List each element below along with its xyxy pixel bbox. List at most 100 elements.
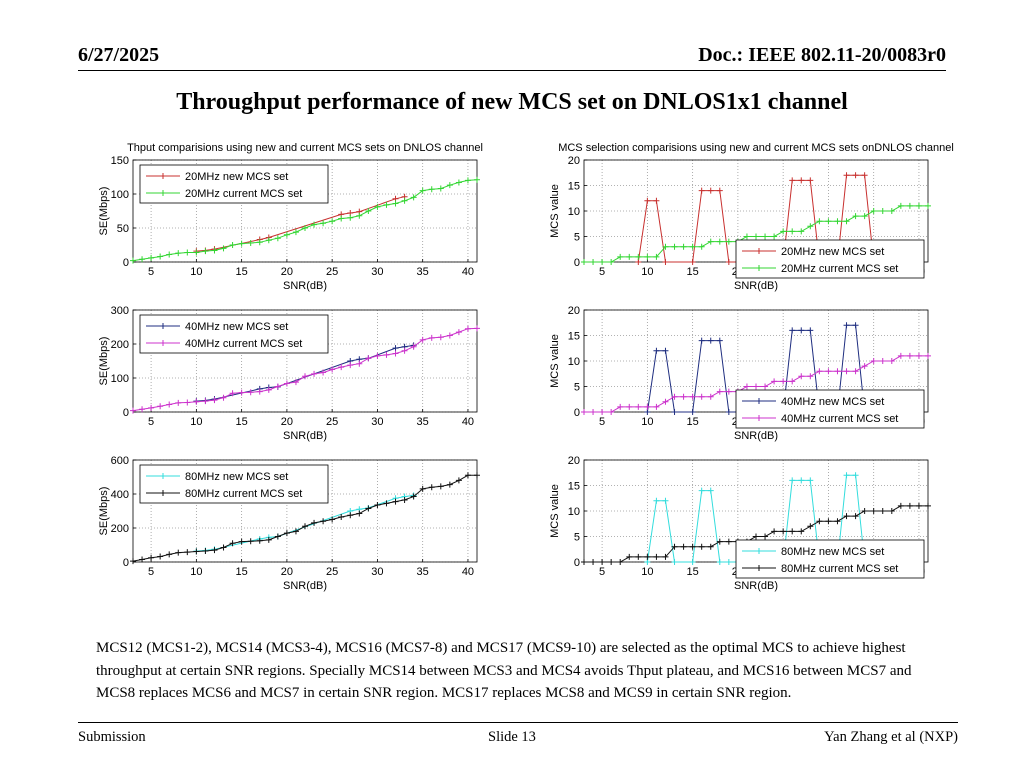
y-tick-label: 20: [568, 305, 580, 317]
data-point: [725, 409, 732, 415]
x-tick-label: 15: [236, 566, 248, 578]
data-point: [707, 238, 714, 245]
data-point: [581, 409, 587, 415]
data-point: [374, 502, 381, 509]
data-point: [617, 403, 624, 410]
y-tick-label: 0: [574, 257, 580, 269]
legend-marker: [756, 548, 762, 554]
data-point: [825, 518, 832, 525]
legend-box: [735, 239, 925, 279]
x-tick-label: 10: [190, 266, 202, 278]
data-point: [789, 528, 796, 535]
chart-title: MCS selection comparisions using new and…: [558, 142, 954, 154]
data-point: [861, 172, 868, 179]
x-tick-label: 40: [462, 416, 474, 428]
data-point: [798, 327, 805, 334]
data-point: [392, 200, 399, 207]
x-tick-label: 5: [599, 416, 605, 428]
x-tick-label: 30: [371, 266, 383, 278]
data-point: [861, 363, 868, 370]
header-date: 6/27/2025: [78, 44, 160, 66]
data-point: [437, 483, 444, 490]
data-point: [653, 253, 660, 260]
data-point: [635, 553, 642, 560]
data-point: [229, 242, 236, 248]
x-tick-label: 10: [641, 266, 653, 278]
series-2: [130, 176, 480, 264]
body-text: MCS12 (MCS1-2), MCS14 (MCS3-4), MCS16 (M…: [96, 640, 912, 701]
data-point: [590, 559, 597, 565]
data-point: [807, 523, 814, 530]
series-2: [581, 352, 931, 415]
data-point: [771, 233, 778, 240]
data-point: [861, 508, 868, 514]
y-axis-label: MCS value: [549, 484, 561, 538]
data-point: [807, 327, 814, 334]
data-point: [707, 543, 714, 550]
data-point: [716, 559, 723, 565]
legend-label: 80MHz new MCS set: [185, 471, 288, 483]
data-point: [446, 481, 453, 488]
data-point: [644, 253, 651, 260]
data-point: [347, 214, 354, 221]
x-tick-label: 40: [462, 566, 474, 578]
data-point: [265, 237, 272, 244]
chart-1: 5 10 15 20 25 30 35 40 0 50 100 150 SNR(dB) SE(Mbps) T…: [98, 142, 483, 292]
data-point: [888, 208, 895, 214]
data-point: [175, 399, 182, 406]
legend-box: [139, 464, 329, 504]
footer-slide-number: Slide 13: [488, 729, 536, 745]
data-point: [707, 187, 714, 194]
data-point: [455, 329, 462, 336]
data-point: [653, 347, 660, 354]
data-point: [698, 393, 705, 400]
data-point: [139, 406, 146, 413]
data-point: [852, 513, 859, 520]
data-point: [311, 370, 318, 377]
data-point: [392, 345, 399, 352]
data-point: [662, 259, 669, 265]
data-point: [852, 172, 859, 179]
x-tick-label: 10: [190, 566, 202, 578]
data-point: [193, 548, 200, 555]
y-tick-label: 15: [568, 481, 580, 493]
chart-title: Thput comparisions using new and current…: [127, 142, 483, 154]
data-point: [229, 540, 236, 547]
x-tick-label: 25: [326, 416, 338, 428]
x-tick-label: 25: [326, 266, 338, 278]
data-point: [925, 352, 931, 359]
x-tick-label: 35: [417, 566, 429, 578]
legend-marker: [160, 173, 166, 179]
data-point: [157, 403, 164, 410]
data-point: [680, 393, 687, 400]
legend-label: 40MHz new MCS set: [185, 321, 288, 333]
data-point: [635, 403, 642, 410]
data-point: [437, 334, 444, 341]
data-point: [671, 543, 678, 550]
data-point: [897, 352, 904, 359]
chart-5: 5 10 15 20 25 30 35 400200400600SNR(dB)SE(Mbps)…: [98, 455, 480, 592]
data-point: [437, 185, 444, 192]
data-point: [843, 368, 850, 375]
data-point: [644, 409, 651, 415]
data-point: [274, 533, 281, 540]
data-point: [843, 513, 850, 520]
data-point: [428, 334, 435, 341]
data-point: [590, 259, 597, 265]
data-point: [780, 228, 787, 235]
data-point: [130, 257, 136, 264]
footer-rule: [78, 722, 958, 723]
data-point: [870, 508, 877, 514]
data-point: [671, 409, 678, 415]
data-point: [897, 502, 904, 509]
data-point: [626, 403, 633, 410]
series-2: [130, 325, 480, 414]
data-point: [238, 538, 245, 545]
data-point: [302, 523, 308, 530]
data-point: [870, 208, 877, 214]
x-tick-label: 10: [641, 416, 653, 428]
data-point: [184, 249, 191, 256]
legend-label: 80MHz new MCS set: [781, 546, 884, 558]
data-point: [644, 559, 651, 565]
x-tick-label: 20: [281, 566, 293, 578]
